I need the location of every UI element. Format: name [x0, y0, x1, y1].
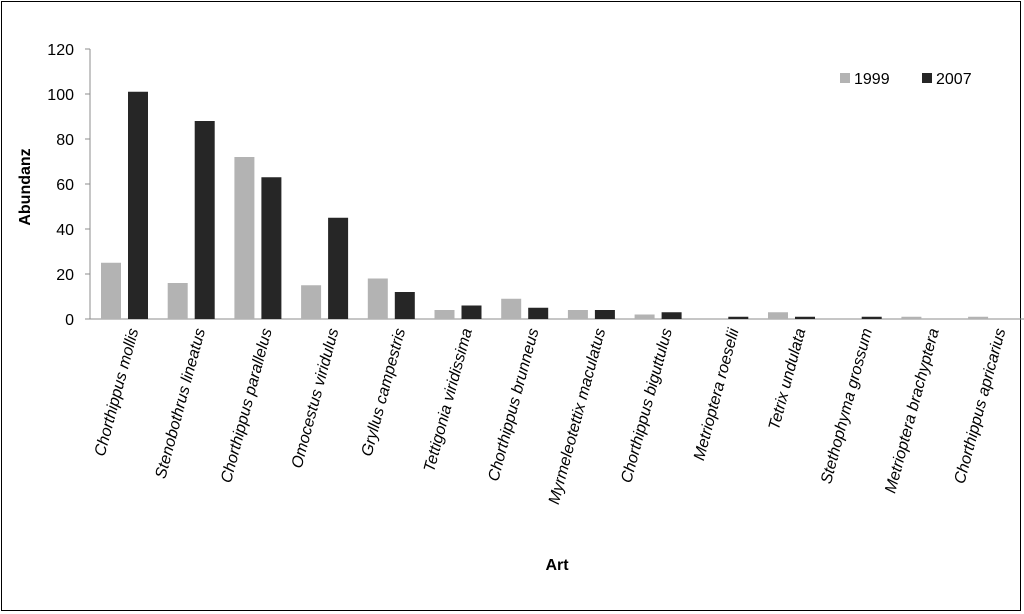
bar-1999-10 — [768, 312, 788, 319]
bar-1999-12 — [901, 316, 922, 319]
y-axis-title: Abundanz — [17, 148, 34, 225]
bar-1999-1 — [167, 283, 188, 319]
y-tick-label: 40 — [56, 222, 74, 239]
y-axis: 0 20 40 60 80 100 120 — [47, 42, 91, 329]
bar-1999-8 — [634, 314, 655, 319]
legend-swatch-1999 — [840, 73, 850, 83]
x-category-label: Metrioptera roeselii — [691, 326, 743, 462]
bars — [101, 91, 989, 319]
bar-2007-9 — [728, 316, 749, 319]
legend: 1999 2007 — [840, 71, 972, 88]
y-tick-label: 80 — [56, 132, 74, 149]
x-axis-title: Art — [545, 557, 569, 574]
bar-1999-13 — [968, 316, 989, 319]
category-labels: Chorthippus mollis Stenobothrus lineatus C… — [92, 326, 1010, 506]
bar-2007-5 — [461, 305, 482, 319]
bar-2007-10 — [795, 316, 815, 319]
x-category-label: Chorthippus brunneus — [485, 327, 542, 483]
legend-swatch-2007 — [922, 73, 932, 83]
bar-1999-3 — [301, 285, 322, 319]
x-category-label: Gryllus campestris — [359, 327, 409, 458]
x-category-label: Chorthippus parallelus — [218, 327, 276, 485]
bar-1999-5 — [434, 310, 455, 319]
y-tick-label: 60 — [56, 177, 74, 194]
legend-label-2007: 2007 — [936, 71, 972, 88]
bar-2007-3 — [328, 217, 349, 319]
x-category-label: Myrmeleotettix maculatus — [546, 327, 609, 507]
x-category-label: Tetrix undulata — [766, 327, 809, 432]
y-tick-label: 100 — [47, 87, 74, 104]
bar-2007-7 — [594, 310, 615, 319]
bar-2007-11 — [861, 316, 882, 319]
y-tick-label: 120 — [47, 42, 74, 59]
bar-2007-2 — [261, 177, 282, 319]
bar-2007-4 — [394, 292, 415, 319]
x-category-label: Chorthippus apricarius — [952, 327, 1010, 486]
bar-2007-6 — [528, 307, 549, 319]
bar-1999-0 — [101, 262, 121, 319]
x-category-label: Omocestus viridulus — [289, 327, 343, 471]
x-category-label: Metrioptera brachyptera — [882, 327, 942, 496]
x-category-label: Stenobothrus lineatus — [153, 327, 209, 481]
legend-label-1999: 1999 — [854, 71, 890, 88]
y-tick-label: 20 — [56, 267, 74, 284]
bar-2007-1 — [194, 121, 215, 319]
bar-1999-2 — [234, 157, 255, 319]
x-category-label: Tettigonia viridissima — [421, 327, 476, 474]
x-category-label: Stethophyma grossum — [818, 327, 876, 486]
x-category-label: Chorthippus mollis — [92, 327, 142, 459]
bar-1999-4 — [367, 278, 388, 319]
bar-1999-7 — [567, 310, 588, 319]
x-category-label: Chorthippus biguttulus — [618, 327, 676, 485]
y-tick-label: 0 — [65, 312, 74, 329]
bar-1999-6 — [501, 298, 522, 319]
bar-2007-0 — [128, 91, 148, 319]
bar-2007-8 — [661, 312, 682, 319]
